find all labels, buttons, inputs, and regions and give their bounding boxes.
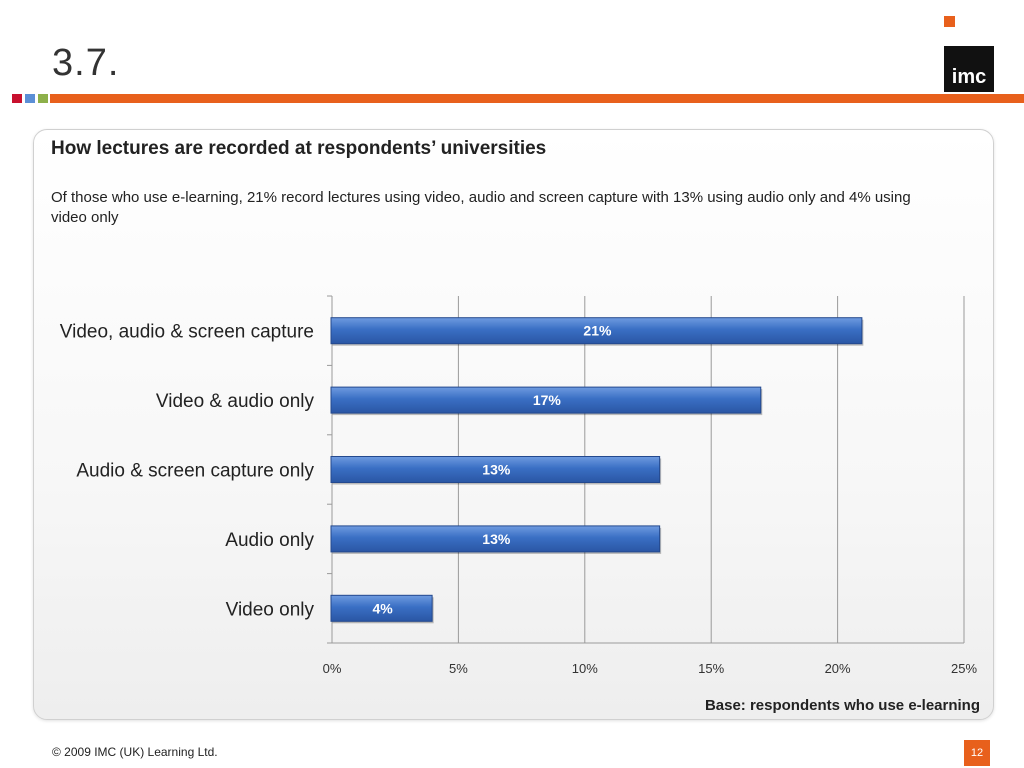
accent-bar [0, 94, 1024, 103]
bar [330, 594, 433, 622]
bar-data-label: 4% [372, 600, 393, 616]
chart-panel: How lectures are recorded at respondents… [33, 129, 994, 720]
category-label: Video, audio & screen capture [60, 322, 314, 343]
bar-data-label: 13% [482, 531, 511, 547]
logo-orange-square [944, 16, 955, 27]
category-label: Audio & screen capture only [76, 461, 314, 482]
category-label: Video only [226, 599, 315, 620]
x-tick-label: 20% [825, 661, 851, 676]
category-label: Audio only [225, 530, 314, 551]
slide-heading: 3.7. [52, 42, 120, 84]
bar [330, 317, 863, 345]
x-tick-label: 10% [572, 661, 598, 676]
x-tick-label: 15% [698, 661, 724, 676]
page-number: 12 [964, 740, 990, 766]
x-tick-label: 25% [951, 661, 977, 676]
x-tick-label: 0% [323, 661, 342, 676]
base-note: Base: respondents who use e-learning [704, 697, 980, 714]
bar [330, 386, 762, 414]
bar-data-label: 17% [533, 392, 562, 408]
accent-square-green [38, 94, 48, 103]
copyright-text: © 2009 IMC (UK) Learning Ltd. [52, 745, 218, 759]
bar-data-label: 13% [482, 462, 511, 478]
bar [330, 456, 661, 483]
accent-square-blue [25, 94, 35, 103]
bar-data-label: 21% [583, 323, 612, 339]
accent-line [50, 94, 1024, 103]
imc-logo: imc [944, 16, 994, 92]
logo-box: imc [944, 46, 994, 92]
accent-square-red [12, 94, 22, 103]
bar-chart: 0% 5% 10% 15% 20% 25% 21% Video, audio & screen… [60, 295, 977, 676]
bar [330, 525, 661, 553]
x-tick-label: 5% [449, 661, 468, 676]
panel-subtitle: Of those who use e-learning, 21% record … [51, 189, 911, 226]
panel-title: How lectures are recorded at respondents… [51, 138, 547, 159]
category-label: Video & audio only [156, 391, 315, 412]
